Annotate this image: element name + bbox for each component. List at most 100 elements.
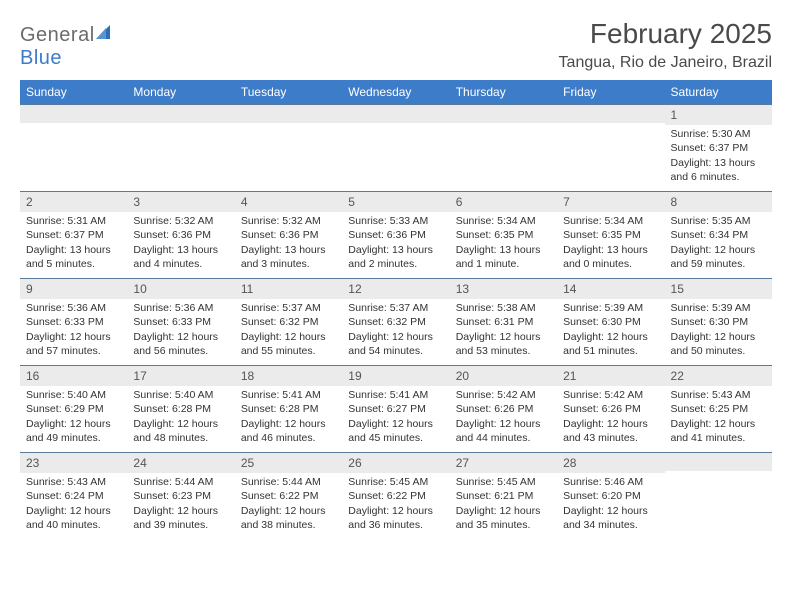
sunrise-text: Sunrise: 5:40 AM xyxy=(26,388,121,402)
sunset-text: Sunset: 6:23 PM xyxy=(133,489,228,503)
daylight-text: Daylight: 12 hours and 40 minutes. xyxy=(26,504,121,532)
sunset-text: Sunset: 6:24 PM xyxy=(26,489,121,503)
weekday-header: Sunday xyxy=(20,80,127,104)
sunset-text: Sunset: 6:28 PM xyxy=(133,402,228,416)
day-number-bar: 9 xyxy=(20,279,127,299)
sunrise-text: Sunrise: 5:30 AM xyxy=(671,127,766,141)
calendar-grid: Sunday Monday Tuesday Wednesday Thursday… xyxy=(20,80,772,539)
sunrise-text: Sunrise: 5:42 AM xyxy=(456,388,551,402)
week-row: 16Sunrise: 5:40 AMSunset: 6:29 PMDayligh… xyxy=(20,365,772,452)
day-number-bar: 17 xyxy=(127,366,234,386)
daylight-text: Daylight: 12 hours and 59 minutes. xyxy=(671,243,766,271)
sunrise-text: Sunrise: 5:43 AM xyxy=(671,388,766,402)
day-cell: 16Sunrise: 5:40 AMSunset: 6:29 PMDayligh… xyxy=(20,366,127,452)
day-cell: 28Sunrise: 5:46 AMSunset: 6:20 PMDayligh… xyxy=(557,453,664,539)
daylight-text: Daylight: 13 hours and 4 minutes. xyxy=(133,243,228,271)
day-cell: 7Sunrise: 5:34 AMSunset: 6:35 PMDaylight… xyxy=(557,192,664,278)
header: GeneralBlue February 2025 Tangua, Rio de… xyxy=(20,18,772,72)
day-cell: 22 Sunrise: 5:43 AMSunset: 6:25 PMDayligh… xyxy=(665,366,772,452)
day-number-bar: 23 xyxy=(20,453,127,473)
weekday-header: Monday xyxy=(127,80,234,104)
sunrise-text: Sunrise: 5:32 AM xyxy=(133,214,228,228)
daylight-text: Daylight: 12 hours and 39 minutes. xyxy=(133,504,228,532)
title-block: February 2025 Tangua, Rio de Janeiro, Br… xyxy=(559,18,772,72)
daylight-text: Daylight: 12 hours and 41 minutes. xyxy=(671,417,766,445)
daylight-text: Daylight: 13 hours and 0 minutes. xyxy=(563,243,658,271)
sunrise-text: Sunrise: 5:39 AM xyxy=(671,301,766,315)
day-number: 2 xyxy=(26,195,33,209)
day-number-bar xyxy=(342,105,449,123)
day-number: 23 xyxy=(26,456,39,470)
day-number: 8 xyxy=(671,195,678,209)
sunrise-text: Sunrise: 5:45 AM xyxy=(348,475,443,489)
day-cell: 5Sunrise: 5:33 AMSunset: 6:36 PMDaylight… xyxy=(342,192,449,278)
day-body: Sunrise: 5:43 AMSunset: 6:24 PMDaylight:… xyxy=(20,473,127,536)
day-number-bar: 20 xyxy=(450,366,557,386)
sunrise-text: Sunrise: 5:34 AM xyxy=(563,214,658,228)
day-number-bar: 8 xyxy=(665,192,772,212)
day-body: Sunrise: 5:35 AMSunset: 6:34 PMDaylight:… xyxy=(665,212,772,275)
brand-blue: Blue xyxy=(20,47,62,69)
day-number-bar: 3 xyxy=(127,192,234,212)
day-cell: 14Sunrise: 5:39 AMSunset: 6:30 PMDayligh… xyxy=(557,279,664,365)
day-number: 3 xyxy=(133,195,140,209)
day-number-bar: 16 xyxy=(20,366,127,386)
sunrise-text: Sunrise: 5:37 AM xyxy=(348,301,443,315)
sunset-text: Sunset: 6:35 PM xyxy=(456,228,551,242)
sunset-text: Sunset: 6:25 PM xyxy=(671,402,766,416)
day-number: 1 xyxy=(671,108,678,122)
sunset-text: Sunset: 6:34 PM xyxy=(671,228,766,242)
day-body: Sunrise: 5:33 AMSunset: 6:36 PMDaylight:… xyxy=(342,212,449,275)
day-number-bar: 7 xyxy=(557,192,664,212)
day-number: 10 xyxy=(133,282,146,296)
sunrise-text: Sunrise: 5:44 AM xyxy=(133,475,228,489)
day-number: 13 xyxy=(456,282,469,296)
day-number-bar: 21 xyxy=(557,366,664,386)
daylight-text: Daylight: 12 hours and 36 minutes. xyxy=(348,504,443,532)
daylight-text: Daylight: 12 hours and 49 minutes. xyxy=(26,417,121,445)
day-number: 19 xyxy=(348,369,361,383)
day-cell: 10Sunrise: 5:36 AMSunset: 6:33 PMDayligh… xyxy=(127,279,234,365)
sunset-text: Sunset: 6:30 PM xyxy=(671,315,766,329)
day-number: 22 xyxy=(671,369,684,383)
day-cell: 12 Sunrise: 5:37 AMSunset: 6:32 PMDayligh… xyxy=(342,279,449,365)
week-row: 2Sunrise: 5:31 AMSunset: 6:37 PMDaylight… xyxy=(20,191,772,278)
daylight-text: Daylight: 12 hours and 35 minutes. xyxy=(456,504,551,532)
sunrise-text: Sunrise: 5:42 AM xyxy=(563,388,658,402)
day-number-bar: 26 xyxy=(342,453,449,473)
day-cell xyxy=(127,105,234,191)
day-cell xyxy=(20,105,127,191)
day-body: Sunrise: 5:34 AMSunset: 6:35 PMDaylight:… xyxy=(450,212,557,275)
day-number-bar: 14 xyxy=(557,279,664,299)
day-body: Sunrise: 5:40 AMSunset: 6:29 PMDaylight:… xyxy=(20,386,127,449)
sunset-text: Sunset: 6:37 PM xyxy=(671,141,766,155)
day-number: 14 xyxy=(563,282,576,296)
day-cell: 23 Sunrise: 5:43 AMSunset: 6:24 PMDayligh… xyxy=(20,453,127,539)
day-body: Sunrise: 5:46 AMSunset: 6:20 PMDaylight:… xyxy=(557,473,664,536)
daylight-text: Daylight: 12 hours and 54 minutes. xyxy=(348,330,443,358)
day-number-bar: 1 xyxy=(665,105,772,125)
brand-text: GeneralBlue xyxy=(20,24,114,70)
weekday-header-row: Sunday Monday Tuesday Wednesday Thursday… xyxy=(20,80,772,104)
day-cell: 11Sunrise: 5:37 AMSunset: 6:32 PMDayligh… xyxy=(235,279,342,365)
weekday-header: Thursday xyxy=(450,80,557,104)
sunset-text: Sunset: 6:37 PM xyxy=(26,228,121,242)
sunset-text: Sunset: 6:33 PM xyxy=(26,315,121,329)
day-cell xyxy=(450,105,557,191)
day-number-bar: 5 xyxy=(342,192,449,212)
day-body: Sunrise: 5:37 AMSunset: 6:32 PMDaylight:… xyxy=(342,299,449,362)
daylight-text: Daylight: 13 hours and 6 minutes. xyxy=(671,156,766,184)
sunrise-text: Sunrise: 5:43 AM xyxy=(26,475,121,489)
day-number: 12 xyxy=(348,282,361,296)
day-cell: 18Sunrise: 5:41 AMSunset: 6:28 PMDayligh… xyxy=(235,366,342,452)
weekday-header: Tuesday xyxy=(235,80,342,104)
day-body: Sunrise: 5:38 AMSunset: 6:31 PMDaylight:… xyxy=(450,299,557,362)
day-number: 26 xyxy=(348,456,361,470)
daylight-text: Daylight: 12 hours and 48 minutes. xyxy=(133,417,228,445)
day-body: Sunrise: 5:36 AMSunset: 6:33 PMDaylight:… xyxy=(20,299,127,362)
day-number: 18 xyxy=(241,369,254,383)
day-body: Sunrise: 5:44 AMSunset: 6:23 PMDaylight:… xyxy=(127,473,234,536)
daylight-text: Daylight: 13 hours and 3 minutes. xyxy=(241,243,336,271)
day-number: 25 xyxy=(241,456,254,470)
day-cell xyxy=(557,105,664,191)
